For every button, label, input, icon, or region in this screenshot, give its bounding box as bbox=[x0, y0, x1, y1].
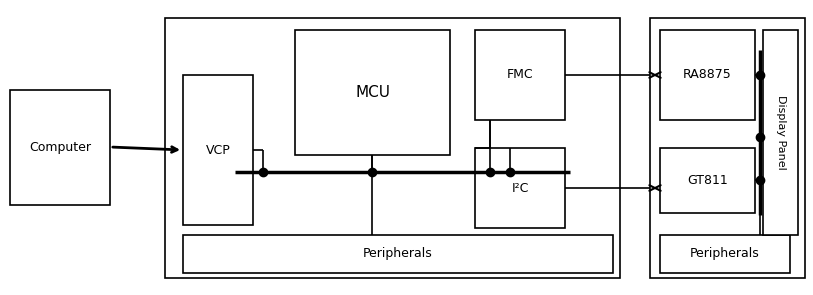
Text: Peripherals: Peripherals bbox=[363, 248, 433, 260]
Text: I²C: I²C bbox=[511, 181, 528, 194]
Text: RA8875: RA8875 bbox=[683, 68, 732, 81]
Bar bbox=[475, 148, 565, 228]
Bar bbox=[650, 18, 805, 278]
Bar bbox=[763, 30, 798, 235]
Text: Computer: Computer bbox=[29, 141, 91, 154]
Bar bbox=[475, 30, 565, 120]
Text: Display Panel: Display Panel bbox=[776, 95, 785, 170]
Text: FMC: FMC bbox=[506, 68, 533, 81]
Text: VCP: VCP bbox=[206, 143, 230, 157]
Bar bbox=[165, 18, 620, 278]
Bar bbox=[295, 30, 450, 155]
Bar bbox=[183, 75, 253, 225]
Bar bbox=[660, 148, 755, 213]
Bar bbox=[10, 90, 110, 205]
Text: Peripherals: Peripherals bbox=[690, 248, 760, 260]
Bar bbox=[660, 235, 790, 273]
Text: MCU: MCU bbox=[355, 85, 390, 100]
Bar bbox=[660, 30, 755, 120]
Bar bbox=[183, 235, 613, 273]
Text: GT811: GT811 bbox=[687, 174, 728, 187]
